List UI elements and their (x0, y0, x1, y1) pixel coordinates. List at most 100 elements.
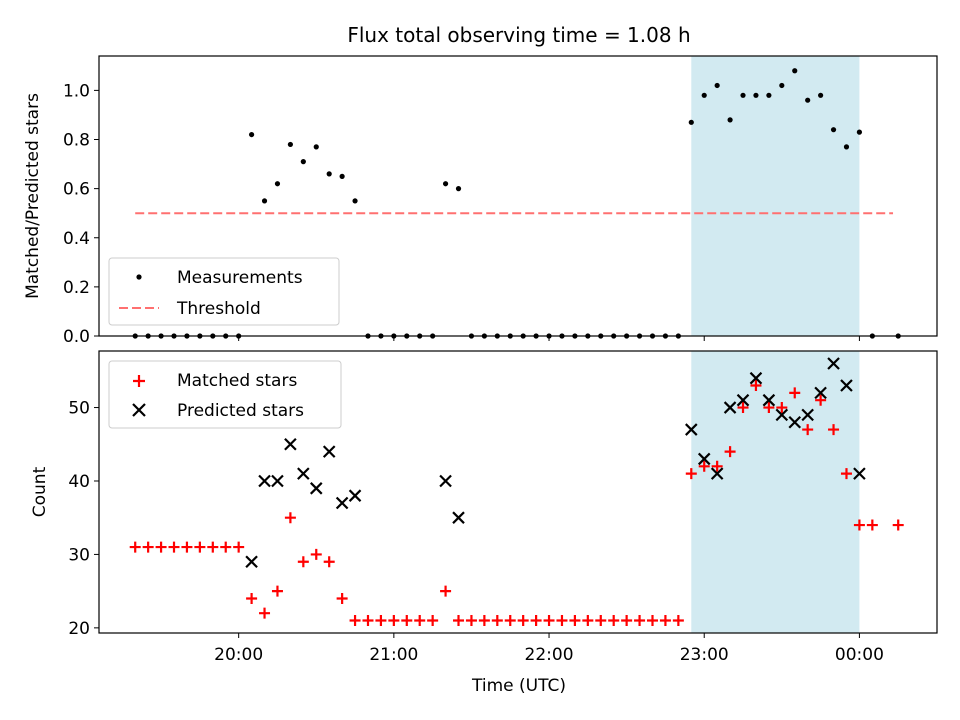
x-tick-label: 22:00 (525, 645, 574, 665)
x-axis-label: Time (UTC) (471, 676, 566, 696)
x-tick-label: 00:00 (835, 645, 884, 665)
matched-star-point (129, 541, 141, 553)
ratio-y-tick-label: 0.8 (63, 131, 90, 151)
matched-star-point (181, 541, 193, 553)
matched-star-point (207, 541, 219, 553)
measurement-point (313, 144, 319, 150)
measurement-point (740, 92, 746, 98)
matched-star-point (194, 541, 206, 553)
matched-star-point (569, 615, 581, 627)
legend-label-predicted-stars: Predicted stars (177, 401, 304, 421)
predicted-star-point (297, 467, 310, 480)
count-y-tick-label: 40 (68, 472, 90, 492)
matched-star-point (375, 615, 387, 627)
ratio-y-tick-label: 0.2 (63, 278, 90, 298)
matched-star-point (582, 615, 594, 627)
measurement-point (287, 141, 293, 148)
predicted-star-point (271, 474, 284, 488)
legend-marker-measurements (136, 274, 142, 280)
measurement-point (805, 97, 811, 103)
matched-star-point (465, 615, 477, 627)
predicted-star-point (309, 482, 323, 495)
predicted-star-point (258, 474, 271, 488)
matched-star-point (737, 402, 749, 414)
matched-star-point (763, 402, 775, 414)
matched-star-point (543, 615, 555, 627)
ratio-y-tick-label: 0.0 (63, 327, 90, 347)
matched-star-point (220, 541, 232, 553)
measurement-point (455, 186, 462, 192)
measurement-point (274, 181, 281, 187)
measurement-point (261, 198, 268, 204)
matched-star-point (815, 394, 827, 406)
ratio-panel: 0.0 0.2 0.4 0.6 0.8 1.0 Matched/Predicted sta… (23, 55, 938, 347)
matched-star-point (453, 615, 465, 627)
ratio-y-tick-label: 1.0 (63, 81, 90, 101)
matched-star-point (323, 556, 335, 568)
predicted-star-point (452, 511, 465, 524)
measurement-point (714, 82, 720, 89)
matched-star-point (789, 387, 801, 399)
matched-star-point (336, 592, 348, 604)
matched-star-point (802, 424, 814, 436)
ratio-y-tick-label: 0.4 (63, 229, 90, 249)
measurement-point (753, 92, 759, 98)
predicted-star-point (775, 408, 789, 422)
matched-star-point (853, 519, 865, 531)
matched-star-point (284, 512, 296, 524)
predicted-star-point (284, 437, 297, 451)
ratio-y-tick-label: 0.6 (63, 180, 90, 200)
matched-star-point (621, 615, 633, 627)
matched-star-point (427, 615, 439, 627)
matched-star-point (724, 446, 736, 458)
measurement-point (339, 173, 345, 179)
predicted-star-point (762, 393, 776, 407)
predicted-star-point (685, 423, 698, 436)
matched-star-point (672, 615, 684, 627)
predicted-star-point (710, 467, 724, 480)
predicted-star-point (788, 415, 802, 429)
count-legend-box (108, 360, 342, 429)
matched-star-point (556, 615, 568, 627)
measurement-point (727, 117, 733, 123)
matched-star-point (155, 541, 167, 553)
predicted-star-point (749, 371, 763, 385)
predicted-star-point (736, 393, 750, 407)
matched-star-point (478, 615, 490, 627)
measurement-point (818, 92, 824, 98)
predicted-star-point (439, 474, 452, 488)
measurement-point (779, 82, 785, 89)
predicted-star-point (723, 401, 737, 414)
matched-star-point (750, 380, 762, 392)
ratio-legend-box (108, 257, 340, 326)
count-plot-frame (98, 350, 938, 634)
matched-star-point (297, 556, 309, 568)
matched-star-point (634, 615, 646, 627)
measurement-point (248, 131, 255, 138)
x-tick-label: 20:00 (214, 645, 263, 665)
predicted-star-point (840, 379, 853, 392)
matched-star-point (646, 615, 658, 627)
predicted-star-point (827, 357, 840, 370)
matched-star-point (892, 519, 904, 531)
legend-label-matched-stars: Matched stars (177, 371, 297, 391)
matched-star-point (142, 541, 154, 553)
count-y-tick-label: 50 (68, 399, 90, 419)
matched-star-point (168, 541, 180, 553)
matched-star-point (310, 548, 322, 560)
measurement-point (326, 171, 332, 177)
matched-star-point (776, 402, 788, 414)
measurement-point (688, 119, 694, 125)
matched-star-point (608, 615, 620, 627)
chart-title: Flux total observing time = 1.08 h (347, 23, 690, 47)
legend-marker-matched-stars (133, 375, 145, 387)
measurement-point (792, 68, 798, 74)
count-y-tick-label: 20 (68, 619, 90, 639)
measurement-point (766, 92, 772, 98)
matched-star-point (517, 615, 529, 627)
matched-star-point (866, 519, 878, 531)
count-y-axis-label: Count (30, 466, 50, 517)
matched-star-point (388, 615, 400, 627)
measurement-point (300, 159, 306, 165)
count-legend: Matched stars Predicted stars (108, 360, 342, 429)
